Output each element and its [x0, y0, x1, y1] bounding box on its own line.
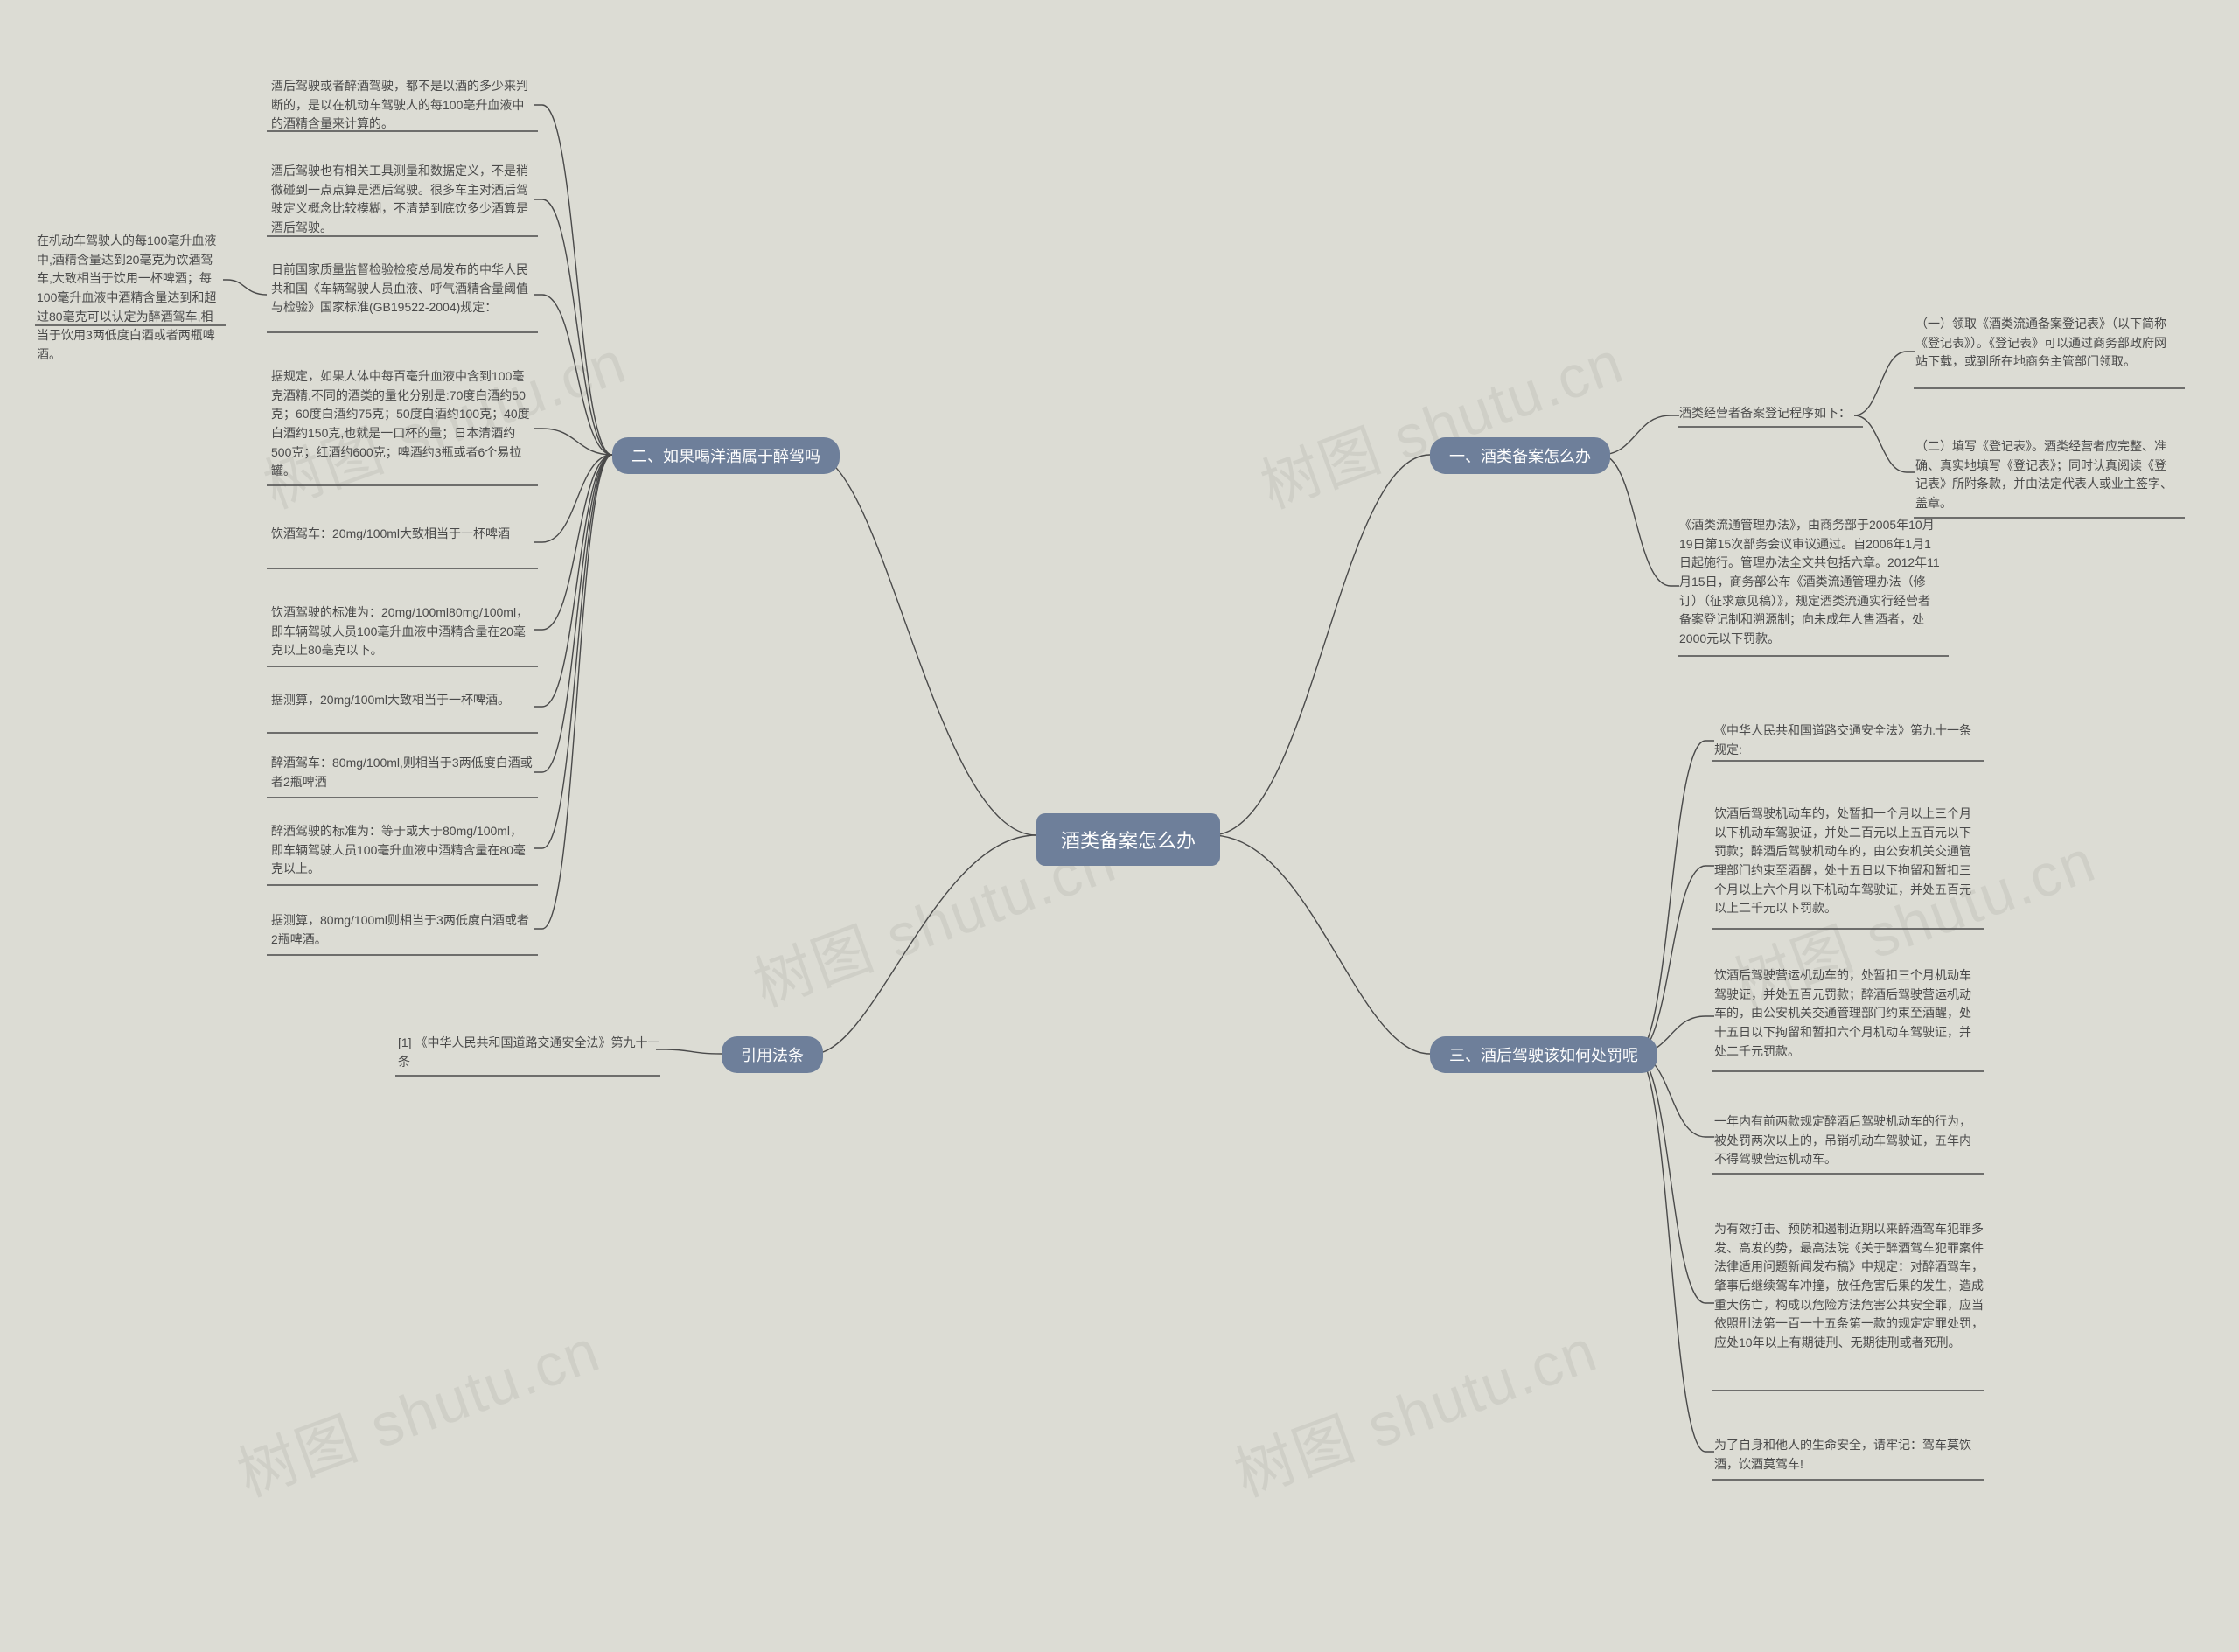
- branch-1-label: 一、酒类备案怎么办: [1449, 448, 1591, 465]
- leaf-b2-8: 醉酒驾车：80mg/100ml,则相当于3两低度白酒或者2瓶啤酒: [271, 754, 534, 791]
- watermark: 树图 shutu.cn: [224, 1302, 610, 1513]
- leaf-b2-5: 饮酒驾车：20mg/100ml大致相当于一杯啤酒: [271, 525, 534, 544]
- leaf-b1-1-2: （二）填写《登记表》。酒类经营者应完整、准确、真实地填写《登记表》；同时认真阅读…: [1915, 437, 2178, 513]
- leaf-b3-6: 为了自身和他人的生命安全，请牢记：驾车莫饮酒，饮酒莫驾车!: [1714, 1436, 1977, 1474]
- branch-2: 二、如果喝洋酒属于醉驾吗: [612, 437, 840, 474]
- leaf-b2-10: 据测算，80mg/100ml则相当于3两低度白酒或者2瓶啤酒。: [271, 911, 534, 949]
- leaf-b2-3-1: 在机动车驾驶人的每100毫升血液中,酒精含量达到20毫克为饮酒驾车,大致相当于饮…: [37, 232, 225, 365]
- branch-1: 一、酒类备案怎么办: [1430, 437, 1610, 474]
- root-node: 酒类备案怎么办: [1036, 813, 1220, 866]
- leaf-b2-1: 酒后驾驶或者醉酒驾驶，都不是以酒的多少来判断的，是以在机动车驾驶人的每100毫升…: [271, 77, 534, 134]
- leaf-b3-3: 饮酒后驾驶营运机动车的，处暂扣三个月机动车驾驶证，并处五百元罚款；醉酒后驾驶营运…: [1714, 966, 1977, 1061]
- root-label: 酒类备案怎么办: [1061, 830, 1196, 852]
- watermark: 树图 shutu.cn: [1247, 314, 1634, 525]
- watermark: 树图 shutu.cn: [1221, 1302, 1608, 1513]
- branch-2-label: 二、如果喝洋酒属于醉驾吗: [631, 448, 820, 465]
- leaf-b1-2: 《酒类流通管理办法》，由商务部于2005年10月19日第15次部务会议审议通过。…: [1679, 516, 1942, 649]
- leaf-b2-6: 饮酒驾驶的标准为：20mg/100ml80mg/100ml，即车辆驾驶人员100…: [271, 603, 534, 660]
- leaf-b1-1: 酒类经营者备案登记程序如下：: [1679, 404, 1863, 423]
- leaf-b3-2: 饮酒后驾驶机动车的，处暂扣一个月以上三个月以下机动车驾驶证，并处二百元以上五百元…: [1714, 805, 1977, 918]
- branch-4: 引用法条: [722, 1036, 823, 1073]
- leaf-b2-9: 醉酒驾驶的标准为：等于或大于80mg/100ml，即车辆驾驶人员100毫升血液中…: [271, 822, 534, 879]
- leaf-b3-5: 为有效打击、预防和遏制近期以来醉酒驾车犯罪多发、高发的势，最高法院《关于醉酒驾车…: [1714, 1220, 1985, 1353]
- leaf-b2-4: 据规定，如果人体中每百毫升血液中含到100毫克酒精,不同的酒类的量化分别是:70…: [271, 367, 534, 481]
- leaf-b2-7: 据测算，20mg/100ml大致相当于一杯啤酒。: [271, 691, 534, 710]
- branch-3-label: 三、酒后驾驶该如何处罚呢: [1449, 1047, 1638, 1064]
- branch-3: 三、酒后驾驶该如何处罚呢: [1430, 1036, 1657, 1073]
- leaf-b1-1-1: （一）领取《酒类流通备案登记表》（以下简称《登记表》）。《登记表》可以通过商务部…: [1915, 315, 2178, 372]
- branch-4-label: 引用法条: [741, 1047, 804, 1064]
- leaf-b2-2: 酒后驾驶也有相关工具测量和数据定义，不是稍微碰到一点点算是酒后驾驶。很多车主对酒…: [271, 162, 534, 238]
- leaf-b2-3: 日前国家质量监督检验检疫总局发布的中华人民共和国《车辆驾驶人员血液、呼气酒精含量…: [271, 261, 534, 317]
- leaf-b4-1: [1] 《中华人民共和国道路交通安全法》第九十一条: [398, 1034, 660, 1071]
- leaf-b3-1: 《中华人民共和国道路交通安全法》第九十一条规定:: [1714, 721, 1977, 759]
- leaf-b3-4: 一年内有前两款规定醉酒后驾驶机动车的行为，被处罚两次以上的，吊销机动车驾驶证，五…: [1714, 1112, 1977, 1169]
